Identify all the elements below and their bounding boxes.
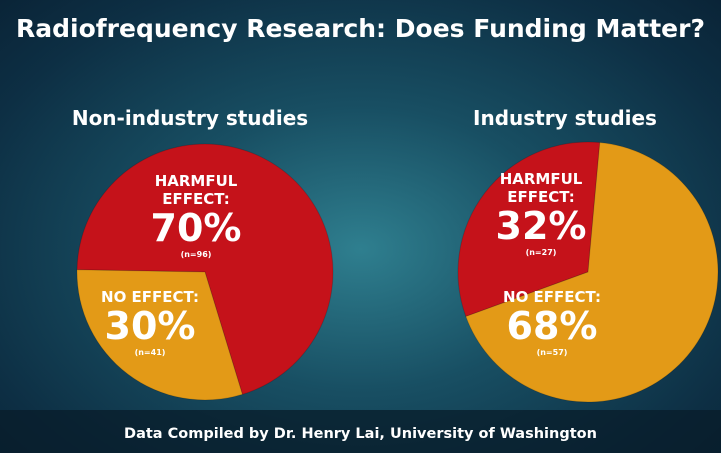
slice-note: (n=96) xyxy=(156,250,236,260)
slice-note: (n=57) xyxy=(512,348,592,358)
slice-note: (n=41) xyxy=(110,348,190,358)
footer: Data Compiled by Dr. Henry Lai, Universi… xyxy=(0,426,721,442)
slice-note: (n=27) xyxy=(501,248,581,258)
slice-value-label: 70% xyxy=(136,208,256,248)
chart-title: Industry studies xyxy=(415,106,715,130)
slice-label: HARMFUL EFFECT: xyxy=(491,170,591,206)
slice-label: HARMFUL EFFECT: xyxy=(146,172,246,208)
page: Radiofrequency Research: Does Funding Ma… xyxy=(0,0,721,453)
slice-value-label: 32% xyxy=(481,206,601,246)
chart-title: Non-industry studies xyxy=(40,106,340,130)
charts xyxy=(0,0,721,453)
slice-value-label: 68% xyxy=(492,306,612,346)
slice-value-label: 30% xyxy=(90,306,210,346)
